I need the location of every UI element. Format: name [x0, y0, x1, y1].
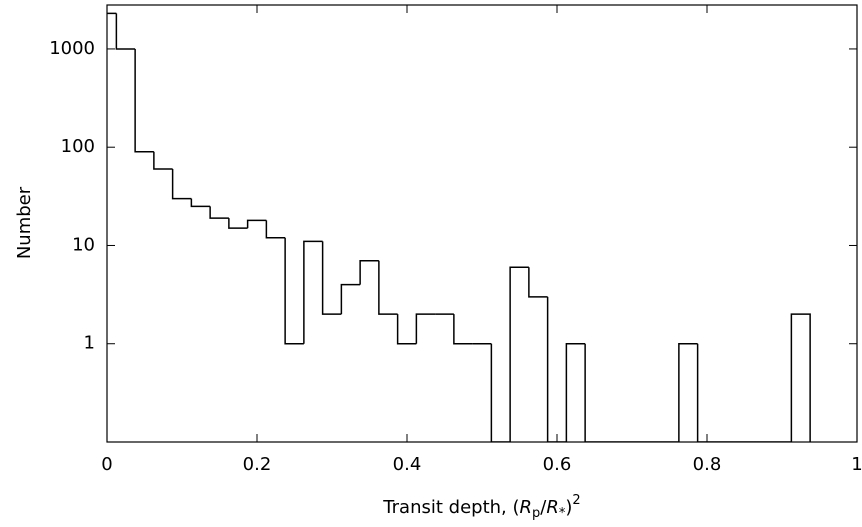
plot-frame	[106, 4, 858, 443]
histogram-bar	[509, 266, 529, 442]
histogram-bar	[453, 314, 473, 345]
histogram-bar	[546, 296, 567, 442]
histogram-bar	[340, 283, 361, 315]
histogram-bar	[228, 218, 248, 229]
y-tick-label: 1000	[49, 38, 95, 59]
histogram-bar	[565, 342, 586, 442]
y-tick-label: 100	[61, 136, 95, 157]
histogram-bar	[528, 267, 548, 298]
x-tick-label: 0.2	[243, 454, 272, 475]
histogram-bar	[284, 237, 304, 345]
histogram-bar	[359, 259, 379, 285]
x-axis-label: Transit depth, (Rp/R*)2	[382, 493, 580, 521]
histogram-bar	[153, 151, 173, 170]
x-label-part: R	[546, 497, 559, 518]
x-label-part: R	[520, 497, 533, 518]
y-tick-label: 10	[72, 234, 95, 255]
bars	[107, 12, 811, 442]
histogram-bar	[378, 260, 398, 315]
y-tick-label: 1	[84, 333, 95, 354]
x-tick-label: 0	[101, 454, 112, 475]
x-label-part: /	[540, 497, 547, 518]
x-tick-label: 0.4	[393, 454, 422, 475]
x-tick-label: 0.8	[693, 454, 722, 475]
x-label-part: Transit depth, (	[382, 497, 519, 518]
histogram-bar	[303, 240, 323, 344]
x-label-part: )	[565, 497, 572, 518]
histogram-bar	[321, 241, 342, 315]
x-label-part: 2	[572, 493, 580, 508]
histogram-bar	[678, 342, 698, 442]
x-tick-label: 1	[851, 454, 862, 475]
histogram-bar	[134, 48, 154, 153]
histogram-bar	[107, 12, 117, 15]
histogram-bar	[115, 13, 136, 50]
x-label-part: p	[532, 506, 540, 521]
histogram-bar	[790, 313, 811, 442]
histogram-bar	[584, 343, 604, 442]
histogram-bar	[265, 220, 286, 239]
histogram-bar	[415, 313, 436, 344]
histogram-bar	[396, 314, 417, 345]
y-axis-label: Number	[14, 186, 35, 259]
x-label-part: *	[559, 506, 566, 521]
histogram-bar	[209, 206, 229, 219]
histogram-bar	[246, 219, 267, 229]
histogram-bar	[696, 343, 717, 442]
histogram-bar	[490, 343, 511, 442]
histogram-bar	[171, 169, 192, 200]
histogram-bar	[190, 198, 211, 208]
x-tick-label: 0.6	[543, 454, 572, 475]
